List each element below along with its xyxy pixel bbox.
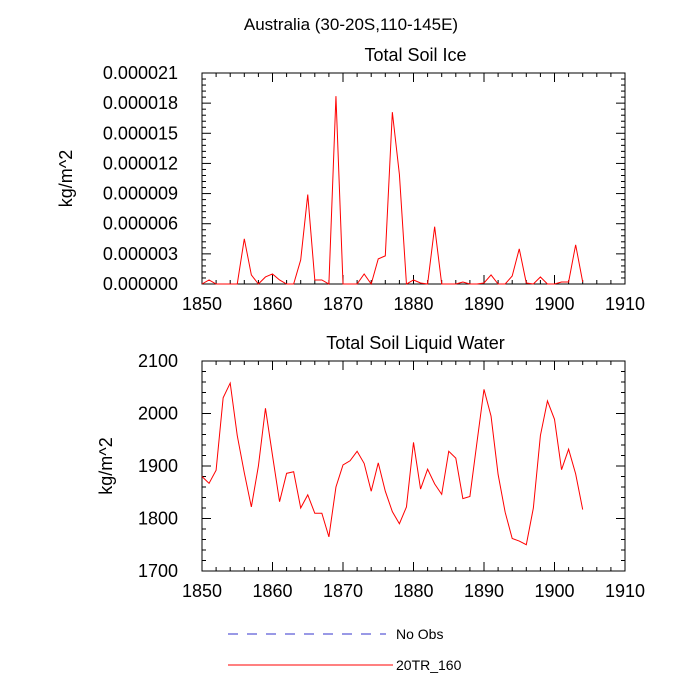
x-tick-label: 1850 [182,294,222,314]
x-tick-label: 1890 [464,581,504,601]
y-tick-label: 0.000015 [103,123,178,143]
y-tick-label: 2000 [138,404,178,424]
panel-2: 1850 1860 1870 1880 1890 1900 1910 1700 1800 1900… [96,333,645,601]
y-tick-label: 0.000021 [103,63,178,83]
x-tick-label: 1860 [252,581,292,601]
x-tick-label: 1850 [182,581,222,601]
y-tick-label: 0.000003 [103,244,178,264]
legend-label-1: No Obs [396,626,443,642]
y-tick-label: 0.000006 [103,214,178,234]
figure-title: Australia (30-20S,110-145E) [244,15,458,34]
y-tick-label: 1900 [138,456,178,476]
y-tick-label: 1800 [138,509,178,529]
y-tick-label: 1700 [138,561,178,581]
x-tick-label: 1860 [252,294,292,314]
x-tick-label: 1910 [605,581,645,601]
y-tick-label: 0.000018 [103,93,178,113]
legend-label-2: 20TR_160 [396,657,462,673]
series-line-20TR_160 [201,96,584,286]
plot-frame [201,360,626,572]
x-tick-label: 1900 [534,581,574,601]
y-axis-label: kg/m^2 [56,150,76,207]
x-tick-label: 1870 [323,581,363,601]
x-tick-label: 1880 [393,294,433,314]
x-tick-label: 1870 [323,294,363,314]
y-axis-label: kg/m^2 [96,437,116,494]
y-tick-label: 0.000000 [103,274,178,294]
legend: No Obs 20TR_160 [228,626,462,673]
panel-title: Total Soil Ice [364,45,466,65]
y-tick-label: 0.000009 [103,184,178,204]
y-tick-label: 0.000012 [103,153,178,173]
x-tick-label: 1900 [534,294,574,314]
panels: 1850 1860 1870 1880 1890 1900 1910 0.000000 0.00… [56,45,645,601]
plot-frame [201,72,626,285]
x-tick-label: 1890 [464,294,504,314]
panel-1: 1850 1860 1870 1880 1890 1900 1910 0.000000 0.00… [56,45,645,314]
panel-title: Total Soil Liquid Water [326,333,504,353]
x-tick-label: 1880 [393,581,433,601]
series-line-20TR_160 [201,381,584,546]
y-tick-label: 2100 [138,351,178,371]
x-tick-label: 1910 [605,294,645,314]
